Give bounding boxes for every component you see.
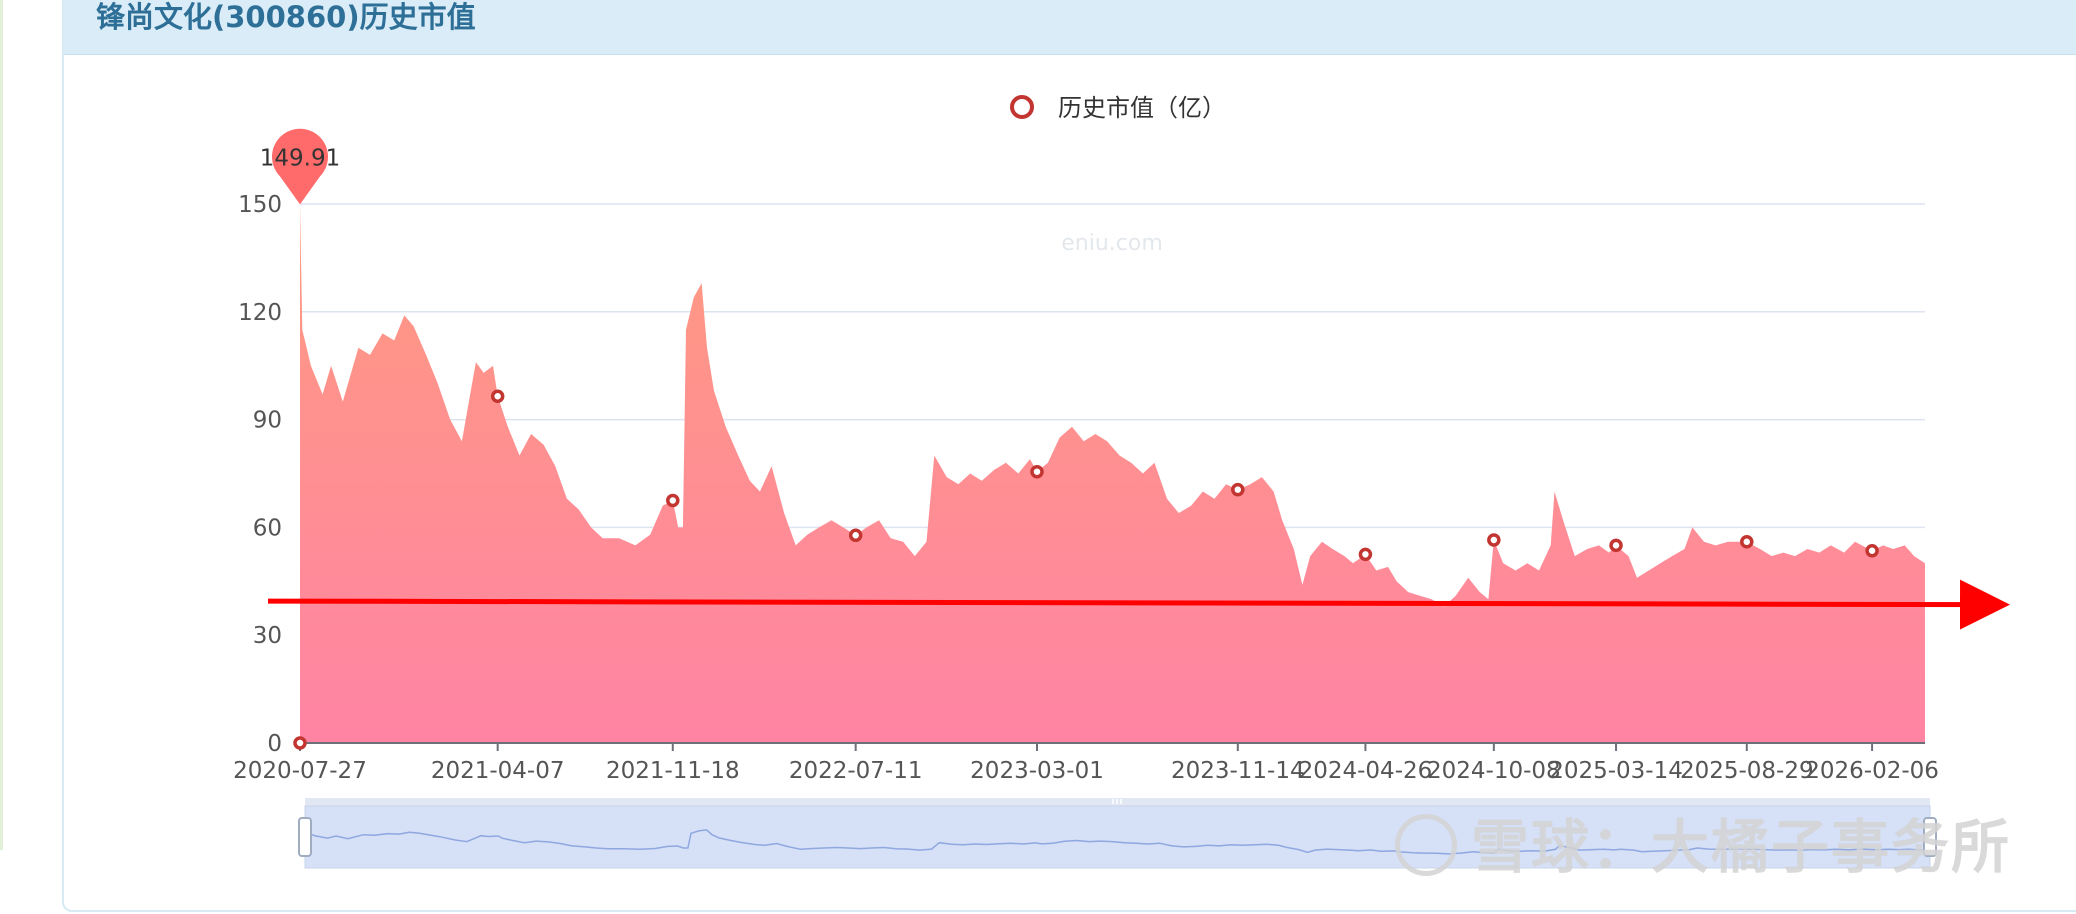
x-axis: 2020-07-27 2021-04-07 2021-11-18 2022-07-11…	[233, 742, 1939, 784]
left-accent-rule	[0, 0, 3, 850]
x-tick-label: 2025-08-29	[1680, 758, 1814, 784]
series-area	[300, 204, 1925, 743]
data-point-marker	[293, 736, 307, 750]
max-pin: 149.91	[260, 128, 340, 205]
x-tick-label: 2024-04-26	[1299, 758, 1433, 784]
data-point-marker	[1740, 535, 1754, 549]
y-tick-label: 90	[253, 408, 282, 434]
x-tick-label: 2022-07-11	[789, 758, 923, 784]
markers	[293, 389, 1879, 750]
legend-entry: 历史市值（亿）	[1058, 94, 1226, 122]
series-area-path	[300, 204, 1925, 743]
x-tick-label: 2025-03-14	[1549, 758, 1683, 784]
chart-watermark: eniu.com	[1061, 231, 1163, 256]
data-point-marker	[1487, 533, 1501, 547]
y-tick-label: 0	[267, 731, 282, 757]
legend-marker-icon	[1010, 95, 1034, 119]
x-tick-label: 2023-03-01	[970, 758, 1104, 784]
trend-arrow	[267, 579, 2010, 630]
page-title: 锋尚文化(300860)历史市值	[96, 0, 476, 34]
trend-arrow-line	[267, 579, 2010, 630]
y-tick-label: 30	[253, 623, 282, 649]
y-tick-label: 60	[253, 515, 282, 541]
data-point-marker	[1609, 538, 1623, 553]
data-point-marker	[1865, 544, 1879, 558]
data-point-marker	[490, 389, 505, 403]
panel-header: 锋尚文化(300860)历史市值	[64, 0, 2076, 55]
xueqiu-watermark-text: 雪球：大橘子事务所	[1471, 813, 2012, 881]
zoom-handle-left[interactable]	[298, 817, 312, 857]
legend[interactable]: 历史市值（亿）	[1010, 94, 1226, 122]
zoom-handle-right[interactable]	[1923, 817, 1937, 857]
data-point-marker	[1231, 482, 1245, 497]
zoom-preview-line	[304, 823, 1931, 855]
y-tick-label: 120	[238, 300, 282, 326]
y-axis: 0 30 60 90 120 150	[238, 192, 282, 757]
x-tick-label: 2021-04-07	[431, 758, 565, 784]
zoom-track	[304, 805, 1931, 869]
data-point-marker	[848, 528, 863, 543]
x-tick-label: 2021-11-18	[606, 758, 740, 784]
x-tick-label: 2024-10-08	[1427, 758, 1561, 784]
x-tick-label: 2023-11-14	[1171, 758, 1305, 784]
data-point-marker	[1358, 547, 1373, 562]
data-zoom-slider[interactable]	[298, 798, 1937, 869]
y-tick-label: 150	[238, 192, 282, 218]
max-pin-icon	[271, 128, 328, 205]
snowball-logo-icon	[1395, 813, 1457, 876]
data-point-marker	[666, 493, 680, 508]
x-tick-label: 2026-02-06	[1805, 758, 1939, 784]
max-pin-label: 149.91	[260, 145, 340, 171]
zoom-grip-icon	[1112, 799, 1122, 804]
xueqiu-watermark: 雪球：大橘子事务所	[1395, 800, 2011, 884]
x-tick-label: 2020-07-27	[233, 758, 367, 784]
data-point-marker	[1030, 464, 1044, 479]
